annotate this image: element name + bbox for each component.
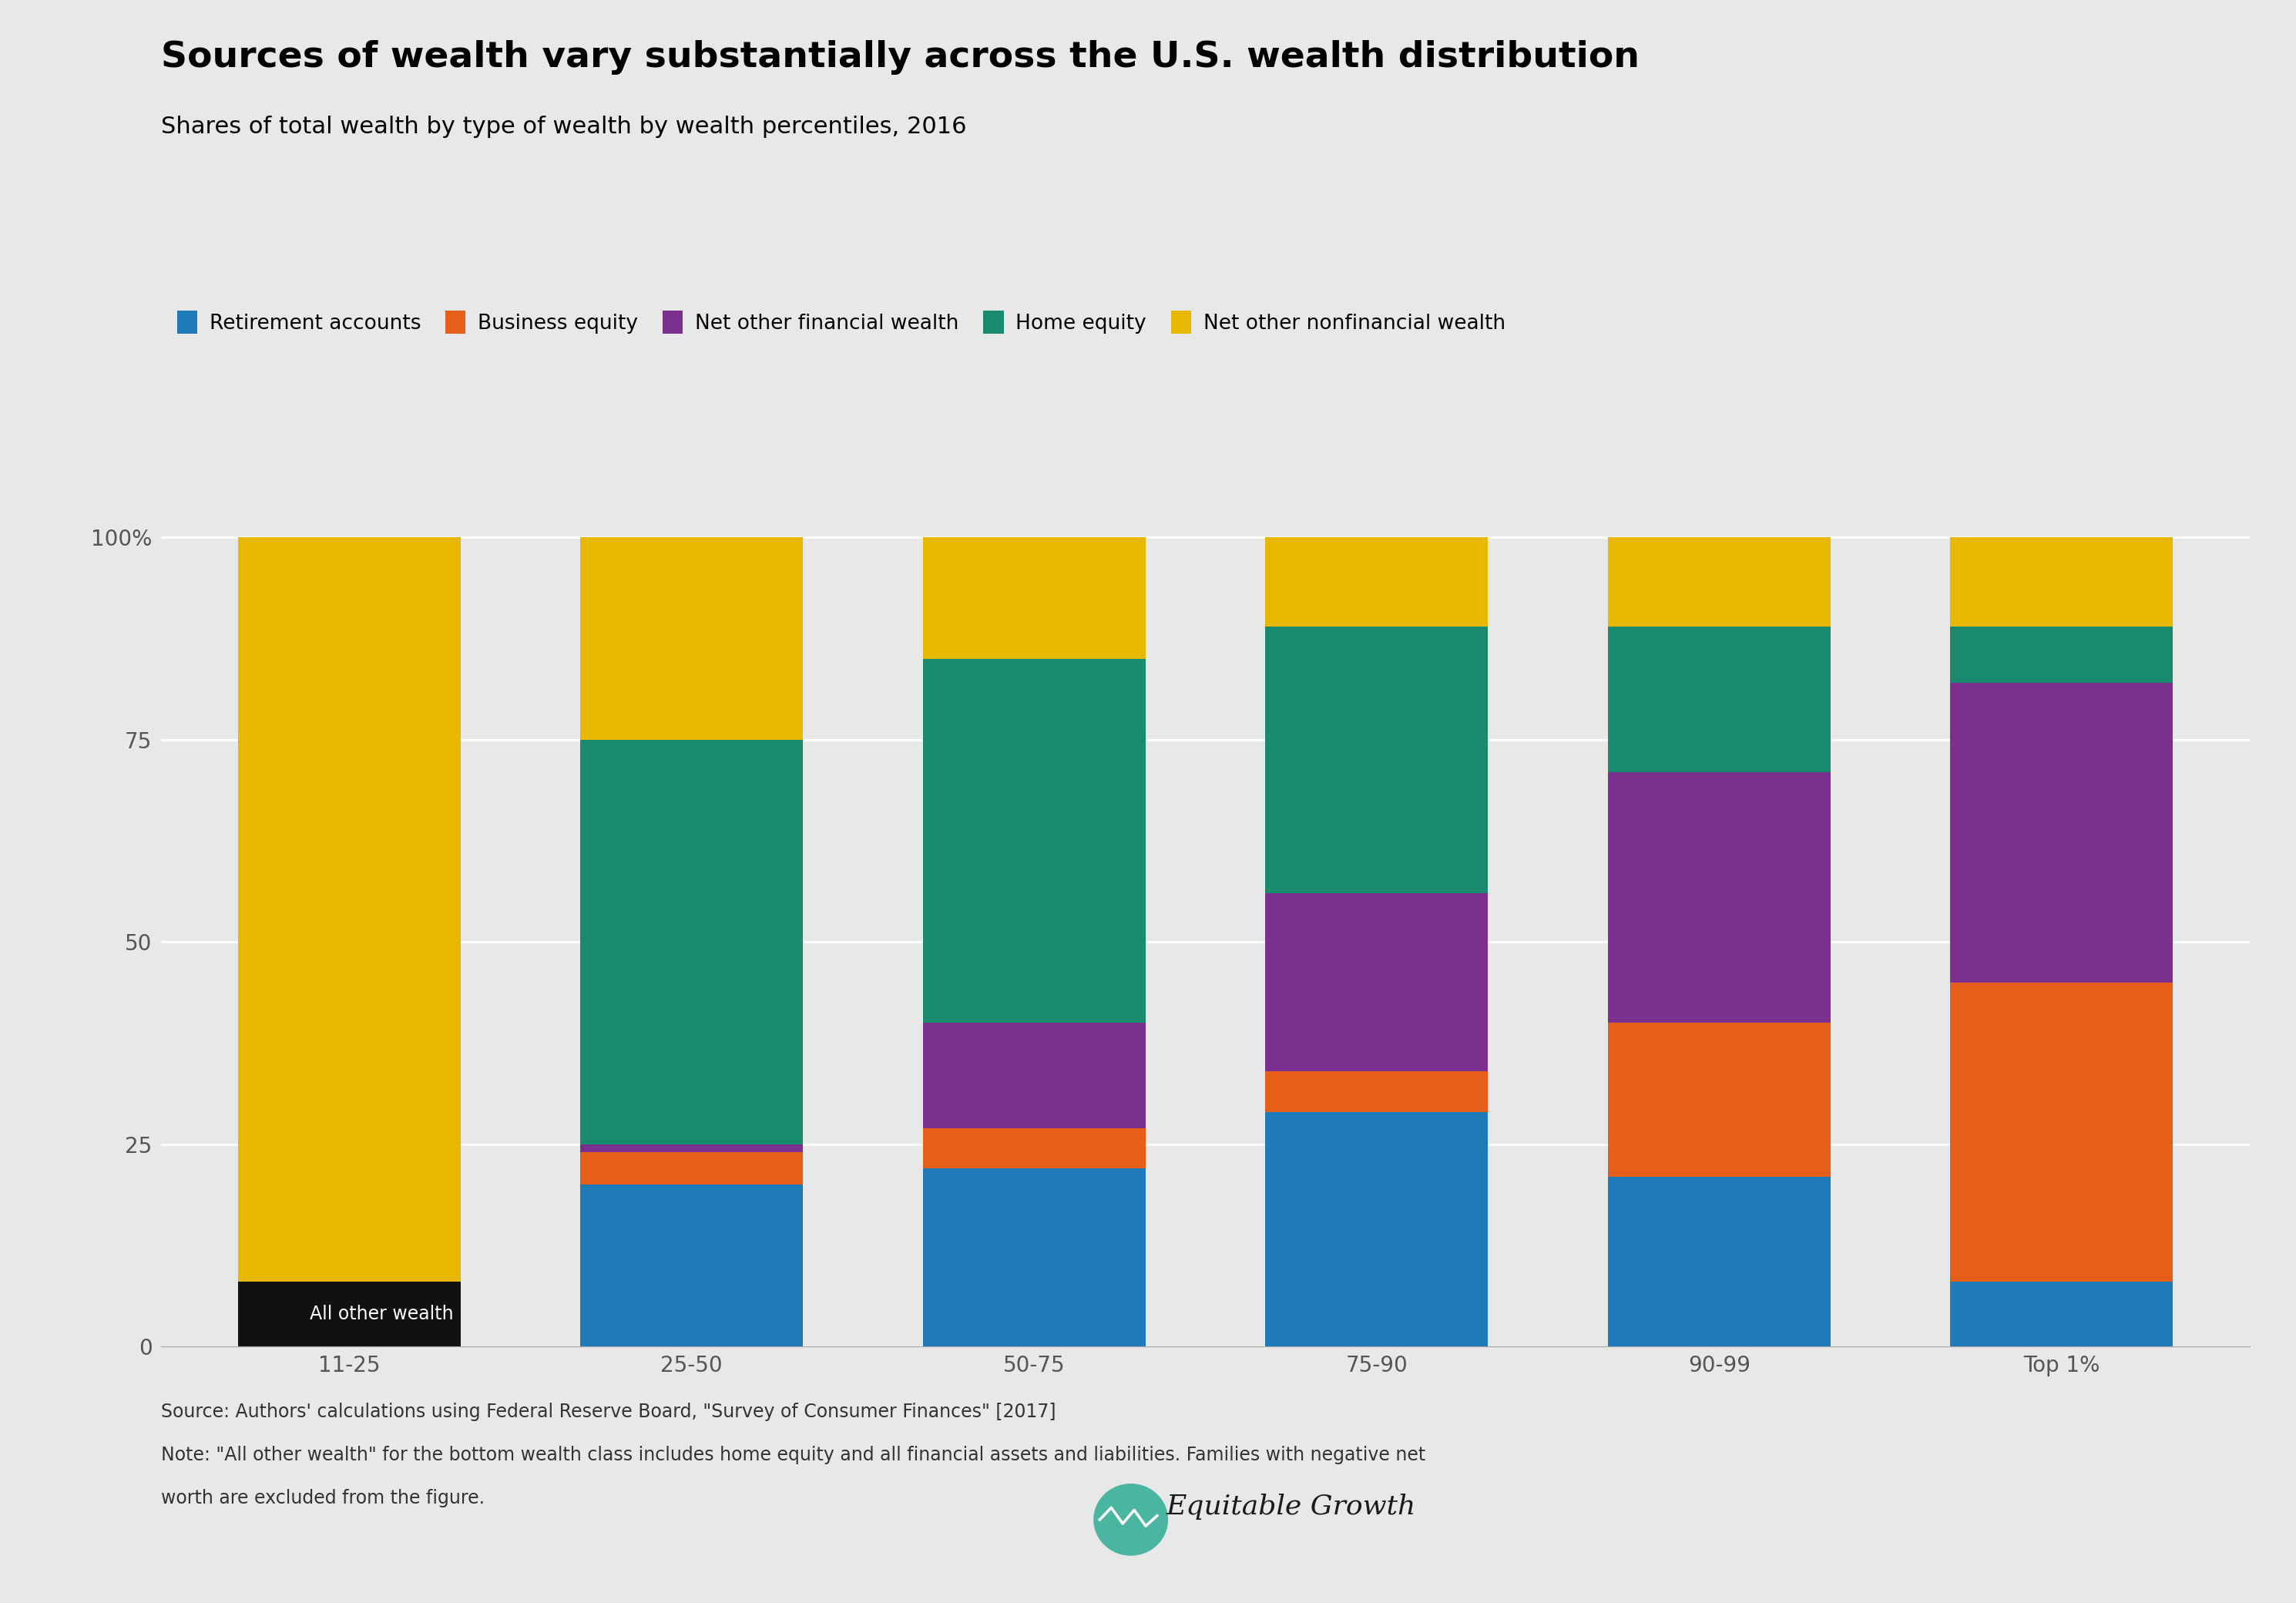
Bar bbox=[1607, 1177, 1830, 1347]
Text: worth are excluded from the figure.: worth are excluded from the figure. bbox=[161, 1489, 484, 1508]
Bar bbox=[1607, 627, 1830, 773]
Bar bbox=[1265, 1071, 1488, 1112]
Bar bbox=[1265, 893, 1488, 1071]
Bar bbox=[923, 659, 1146, 1023]
Bar bbox=[1949, 983, 2172, 1282]
Bar bbox=[1265, 627, 1488, 893]
Bar bbox=[923, 1129, 1146, 1169]
Bar bbox=[239, 537, 461, 1282]
Bar bbox=[1607, 1023, 1830, 1177]
Bar bbox=[581, 537, 804, 739]
Bar bbox=[1949, 627, 2172, 683]
Ellipse shape bbox=[1093, 1484, 1169, 1555]
Text: Note: "All other wealth" for the bottom wealth class includes home equity and al: Note: "All other wealth" for the bottom … bbox=[161, 1446, 1426, 1465]
Text: Shares of total wealth by type of wealth by wealth percentiles, 2016: Shares of total wealth by type of wealth… bbox=[161, 115, 967, 138]
Bar bbox=[581, 1153, 804, 1185]
Bar bbox=[923, 1023, 1146, 1129]
Bar bbox=[1265, 537, 1488, 627]
Bar bbox=[1949, 537, 2172, 627]
Bar bbox=[581, 739, 804, 1145]
Bar bbox=[923, 537, 1146, 659]
Bar bbox=[1949, 683, 2172, 983]
Text: Equitable Growth: Equitable Growth bbox=[1166, 1494, 1417, 1520]
Bar bbox=[1265, 1112, 1488, 1347]
Bar bbox=[1607, 537, 1830, 627]
Text: All other wealth: All other wealth bbox=[310, 1305, 455, 1324]
Bar bbox=[581, 1145, 804, 1153]
Bar bbox=[1607, 773, 1830, 1023]
Text: Sources of wealth vary substantially across the U.S. wealth distribution: Sources of wealth vary substantially acr… bbox=[161, 40, 1639, 75]
Bar bbox=[239, 1282, 461, 1347]
Bar bbox=[581, 1185, 804, 1347]
Bar bbox=[923, 1169, 1146, 1347]
Bar bbox=[1949, 1282, 2172, 1347]
Text: Source: Authors' calculations using Federal Reserve Board, "Survey of Consumer F: Source: Authors' calculations using Fede… bbox=[161, 1403, 1056, 1422]
Legend: Retirement accounts, Business equity, Net other financial wealth, Home equity, N: Retirement accounts, Business equity, Ne… bbox=[170, 303, 1513, 341]
